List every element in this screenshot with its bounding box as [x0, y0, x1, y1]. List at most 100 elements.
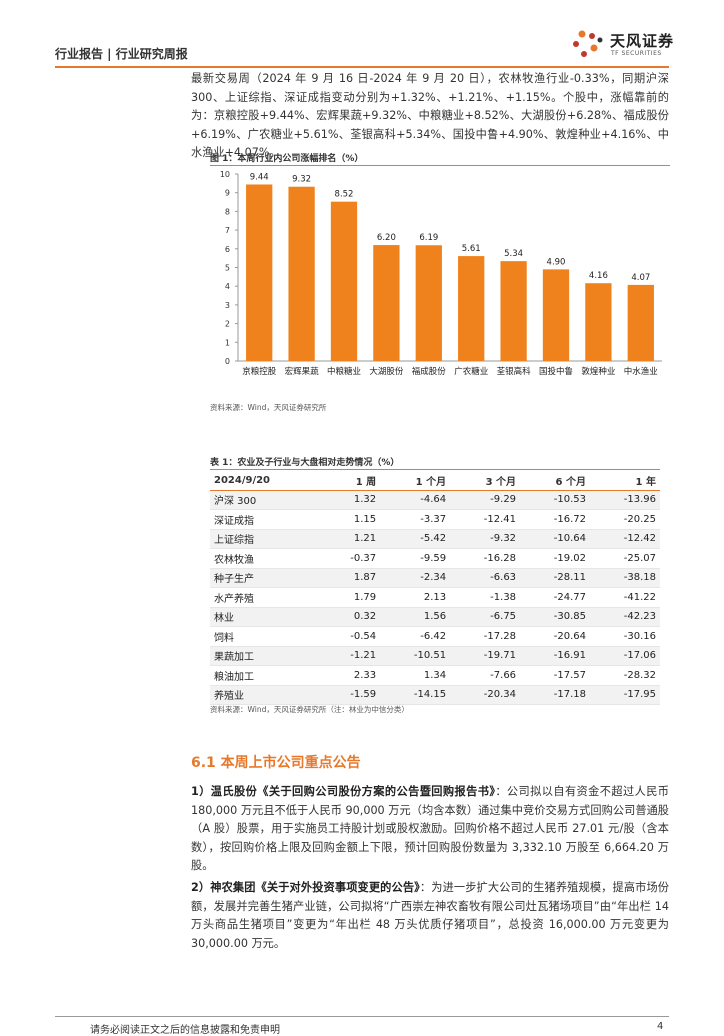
- x-tick-label: 中粮糖业: [327, 366, 361, 377]
- table-row: 农林牧渔 -0.37 -9.59 -16.28 -19.02 -25.07: [210, 548, 660, 569]
- table-header-cell: 1 周: [321, 471, 381, 491]
- stock-gain-bar-chart: 0 1 2 3 4 5 6 7 8 9 10 9.44 9.32 8.52 6.20 6.19 5.61 5.3…: [220, 170, 662, 377]
- table-row: 果蔬加工 -1.21 -10.51 -19.71 -16.91 -17.06: [210, 646, 660, 666]
- y-tick-label: 9: [225, 189, 230, 198]
- return-value-cell: -19.02: [520, 548, 590, 569]
- x-tick-label: 中水渔业: [624, 366, 658, 377]
- return-value-cell: -10.64: [520, 529, 590, 549]
- sector-name-cell: 深证成指: [210, 509, 322, 530]
- return-value-cell: 1.34: [380, 665, 451, 686]
- report-type-title: 行业报告 | 行业研究周报: [55, 47, 188, 61]
- page-number: 4: [657, 1021, 664, 1032]
- table-row: 种子生产 1.87 -2.34 -6.63 -28.11 -38.18: [210, 568, 660, 588]
- return-value-cell: -10.51: [380, 646, 451, 666]
- table-row: 水产养殖 1.79 2.13 -1.38 -24.77 -41.22: [210, 587, 660, 608]
- table-caption-rule: [210, 469, 660, 470]
- return-value-cell: -20.34: [450, 685, 521, 705]
- footer-divider: [55, 1016, 669, 1017]
- y-tick-label: 8: [225, 207, 230, 216]
- bar-9: [585, 283, 612, 361]
- bar-8: [542, 269, 570, 361]
- table-header-cell: 2024/9/20: [210, 471, 322, 491]
- bar-value-label: 6.20: [377, 233, 396, 243]
- y-tick-label: 2: [225, 320, 230, 329]
- bar-7: [500, 261, 527, 361]
- sector-name-cell: 种子生产: [210, 568, 322, 588]
- logo-company-name: 天风证券: [610, 32, 675, 50]
- sector-name-cell: 水产养殖: [210, 587, 322, 608]
- return-value-cell: -20.25: [590, 509, 660, 530]
- return-value-cell: -17.18: [520, 685, 590, 705]
- return-value-cell: 1.79: [321, 587, 381, 608]
- bar-value-label: 4.07: [631, 273, 650, 283]
- return-value-cell: 1.15: [321, 509, 381, 530]
- return-value-cell: -14.15: [380, 685, 451, 705]
- bar-4: [373, 245, 400, 361]
- bar-value-label: 4.90: [547, 257, 566, 267]
- return-value-cell: -3.37: [380, 509, 451, 530]
- y-tick-label: 1: [225, 338, 230, 347]
- bar-value-label: 9.44: [250, 172, 269, 182]
- announcement-2-title: 2）神农集团《关于对外投资事项变更的公告》: [191, 881, 420, 894]
- return-value-cell: -6.75: [450, 607, 521, 627]
- return-value-cell: 1.32: [321, 490, 381, 510]
- return-value-cell: -1.38: [450, 587, 521, 608]
- x-tick-label: 福成股份: [412, 366, 447, 377]
- announcement-2-body: ：为进一步扩大公司的生猪养殖规模，提高市场份额，发展并完善生猪产业链，公司拟将“…: [191, 881, 669, 950]
- return-value-cell: -42.23: [590, 607, 660, 627]
- return-value-cell: -16.91: [520, 646, 590, 666]
- table-row: 沪深 300 1.32 -4.64 -9.29 -10.53 -13.96: [210, 490, 660, 510]
- return-value-cell: -2.34: [380, 568, 451, 588]
- return-value-cell: -13.96: [590, 490, 660, 510]
- announcement-1: 1）温氏股份《关于回购公司股份方案的公告暨回购报告书》：公司拟以自有资金不超过人…: [191, 783, 669, 876]
- y-tick-label: 7: [225, 226, 230, 235]
- y-tick-label: 0: [225, 357, 230, 366]
- return-value-cell: 2.33: [321, 665, 381, 686]
- announcement-1-title: 1）温氏股份《关于回购公司股份方案的公告暨回购报告书》: [191, 785, 496, 798]
- table-header-cell: 1 年: [590, 471, 660, 491]
- x-tick-label: 大湖股份: [369, 366, 404, 377]
- return-value-cell: -6.63: [450, 568, 521, 588]
- return-value-cell: -20.64: [520, 626, 590, 647]
- return-value-cell: -17.06: [590, 646, 660, 666]
- table-row: 林业 0.32 1.56 -6.75 -30.85 -42.23: [210, 607, 660, 627]
- x-tick-label: 京粮控股: [242, 366, 277, 377]
- table-row: 养殖业 -1.59 -14.15 -20.34 -17.18 -17.95: [210, 685, 660, 705]
- y-tick-label: 10: [220, 170, 230, 179]
- x-axis-labels: 京粮控股 宏辉果蔬 中粮糖业 大湖股份 福成股份 广农糖业 荃银高科 国投中鲁 敦煌种业 中水渔业: [242, 366, 658, 377]
- announcement-1-body: ：公司拟以自有资金不超过人民币 180,000 万元且不低于人民币 90,000…: [191, 785, 669, 872]
- sector-name-cell: 林业: [210, 607, 322, 627]
- return-value-cell: -38.18: [590, 568, 660, 588]
- figure-caption: 图 1：本周行业内公司涨幅排名（%）: [210, 154, 364, 164]
- return-value-cell: -7.66: [450, 665, 521, 686]
- return-value-cell: -12.42: [590, 529, 660, 549]
- return-value-cell: -4.64: [380, 490, 451, 510]
- table-row: 上证综指 1.21 -5.42 -9.32 -10.64 -12.42: [210, 529, 660, 549]
- table-source-note: 资料来源：Wind，天风证券研究所（注：林业为中信分类）: [210, 705, 409, 714]
- return-value-cell: -9.32: [450, 529, 521, 549]
- x-tick-label: 敦煌种业: [581, 366, 615, 377]
- return-value-cell: 0.32: [321, 607, 381, 627]
- table-row: 深证成指 1.15 -3.37 -12.41 -16.72 -20.25: [210, 509, 660, 530]
- bar-value-label: 9.32: [292, 175, 311, 185]
- return-value-cell: -9.59: [380, 548, 451, 569]
- bar-value-label: 5.34: [504, 249, 523, 259]
- bar-value-label: 6.19: [419, 233, 438, 243]
- return-value-cell: -0.37: [321, 548, 381, 569]
- weekly-summary-paragraph: 最新交易周（2024 年 9 月 16 日-2024 年 9 月 20 日），农…: [191, 72, 669, 159]
- x-tick-label: 广农糖业: [454, 366, 488, 377]
- sector-name-cell: 沪深 300: [210, 490, 322, 510]
- bar-value-label: 5.61: [462, 244, 481, 254]
- return-value-cell: -16.28: [450, 548, 521, 569]
- return-value-cell: -28.32: [590, 665, 660, 686]
- table-caption: 表 1：农业及子行业与大盘相对走势情况（%）: [210, 458, 400, 468]
- return-value-cell: -28.11: [520, 568, 590, 588]
- sector-name-cell: 上证综指: [210, 529, 322, 549]
- x-tick-label: 国投中鲁: [539, 366, 573, 377]
- y-tick-label: 3: [225, 301, 230, 310]
- return-value-cell: -5.42: [380, 529, 451, 549]
- return-value-cell: -24.77: [520, 587, 590, 608]
- return-value-cell: -0.54: [321, 626, 381, 647]
- bars-group: 9.44 9.32 8.52 6.20 6.19 5.61 5.34 4.90 4.16 4.07: [246, 172, 654, 361]
